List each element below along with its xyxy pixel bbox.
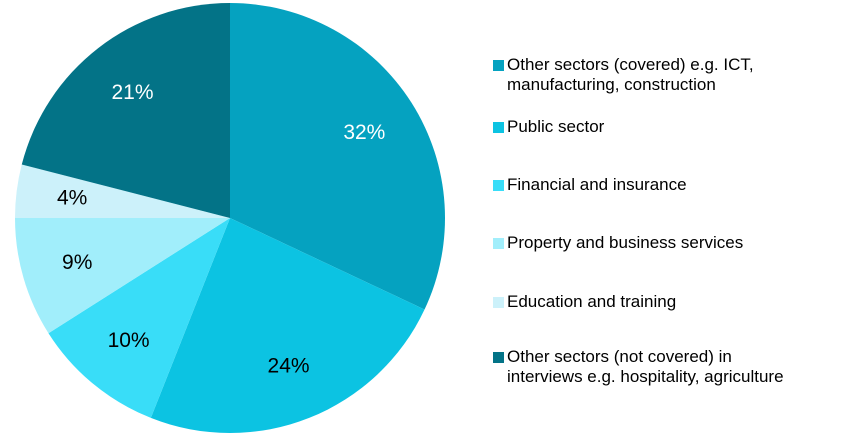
pie-slice-value-label: 32% [343, 121, 385, 144]
pie-slice-other-sectors-not-covered-in-interviews-e-g-hospitality-agriculture [21, 2, 230, 218]
pie-slice-labels: 32% 24% 10% 9% 4% 21% [57, 81, 385, 378]
pie-slice-value-label: 21% [111, 81, 153, 104]
pie-slice-value-label: 24% [268, 354, 310, 377]
legend-item-education-training: Education and training [493, 292, 857, 312]
pie-slice-value-label: 9% [62, 251, 92, 274]
legend-label: Public sector [507, 117, 605, 136]
pie-slices [15, 2, 446, 433]
pie-slice-education-and-training [15, 164, 230, 218]
legend-label: Other sectors (covered) e.g. ICT, manufa… [507, 55, 754, 94]
legend-item-property-business: Property and business services [493, 233, 857, 253]
legend-label: Financial and insurance [507, 175, 687, 194]
legend-item-other-sectors-covered: Other sectors (covered) e.g. ICT, manufa… [493, 55, 857, 95]
legend-swatch [493, 122, 504, 133]
pie-slice-financial-and-insurance [48, 218, 230, 418]
pie-slice-other-sectors-covered-e-g-ict-manufacturing-construction [230, 3, 446, 310]
legend-swatch [493, 238, 504, 249]
pie-slice-public-sector [150, 218, 425, 433]
legend-swatch [493, 352, 504, 363]
chart-legend: Other sectors (covered) e.g. ICT, manufa… [493, 0, 857, 437]
legend-swatch [493, 180, 504, 191]
pie-slice-value-label: 4% [57, 187, 87, 210]
legend-swatch [493, 60, 504, 71]
legend-item-financial-insurance: Financial and insurance [493, 175, 857, 195]
legend-item-other-sectors-not-covered: Other sectors (not covered) in interview… [493, 347, 857, 387]
pie-slice-property-and-business-services [15, 218, 230, 334]
pie-slice-value-label: 10% [108, 329, 150, 352]
legend-item-public-sector: Public sector [493, 117, 857, 137]
legend-label: Other sectors (not covered) in interview… [507, 347, 784, 386]
legend-label: Education and training [507, 292, 677, 311]
legend-label: Property and business services [507, 233, 744, 252]
legend-swatch [493, 297, 504, 308]
